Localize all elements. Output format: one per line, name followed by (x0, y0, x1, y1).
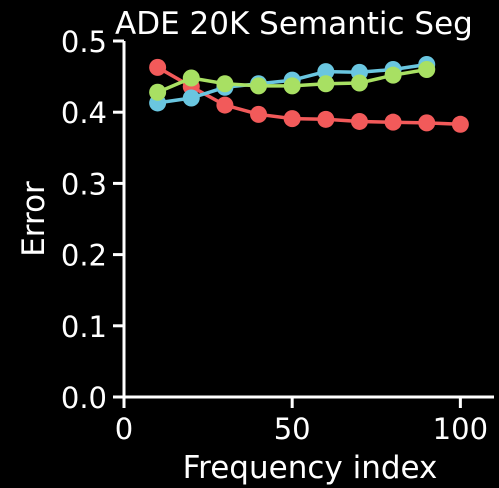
data-point (182, 89, 200, 107)
y-tick-label: 0.2 (61, 239, 107, 273)
y-tick-label: 0.0 (61, 381, 107, 415)
x-tick-label: 50 (274, 412, 311, 446)
data-point (418, 60, 436, 78)
data-point (216, 75, 234, 93)
data-point (182, 69, 200, 87)
data-point (384, 113, 402, 131)
data-point (250, 77, 268, 95)
data-point (418, 114, 436, 132)
x-tick-label: 100 (433, 412, 488, 446)
data-point (149, 58, 167, 76)
data-point (317, 63, 335, 81)
data-point (384, 66, 402, 84)
data-point (451, 115, 469, 133)
y-axis-label: Error (16, 181, 52, 257)
series-layer (149, 55, 469, 133)
y-tick-label: 0.1 (61, 310, 107, 344)
data-point (317, 110, 335, 128)
data-point (350, 112, 368, 130)
data-point (350, 74, 368, 92)
series-3 (149, 60, 436, 101)
plot-area (149, 55, 469, 133)
data-point (149, 83, 167, 101)
series-1 (149, 58, 469, 133)
x-tick-label: 0 (115, 412, 133, 446)
data-point (283, 77, 301, 95)
axes-layer: 0.0 0.1 0.2 0.3 0.4 0.5 0 50 100 (61, 25, 494, 446)
data-point (317, 75, 335, 93)
y-tick-label: 0.3 (61, 167, 107, 201)
y-tick-label: 0.4 (61, 96, 107, 130)
data-point (216, 96, 234, 114)
data-point (283, 110, 301, 128)
series-line (156, 65, 461, 127)
data-point (250, 105, 268, 123)
chart-title: ADE 20K Semantic Seg (115, 6, 473, 42)
x-axis-label: Frequency index (183, 450, 438, 486)
y-tick-label: 0.5 (61, 25, 107, 59)
